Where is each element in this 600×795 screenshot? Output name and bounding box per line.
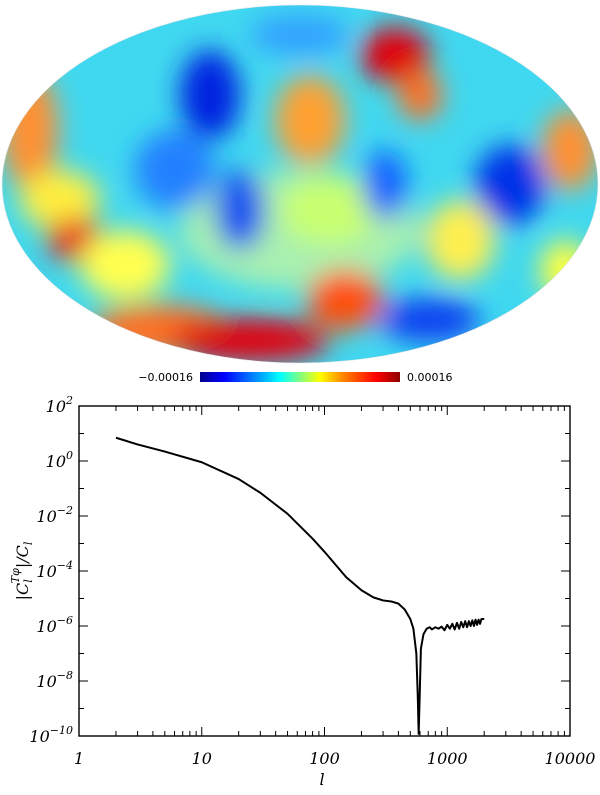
colorbar-max-label: 0.00016 (407, 371, 453, 384)
series-line (115, 436, 485, 735)
map-outline (1, 4, 599, 364)
colorbar-gradient (200, 372, 400, 382)
plot-frame (78, 405, 571, 737)
y-axis-ticks (79, 405, 570, 737)
y-axis-tick-labels: 10−10 10−8 10−6 10−4 10−2 100 102 (29, 394, 73, 746)
svg-text:|ClTφ|/Cl: |ClTφ|/Cl (9, 541, 35, 600)
x-axis-ticks (78, 406, 565, 736)
plot-panel: 1 10 100 1000 10000 10−10 10−8 10−6 10−4 10−2 100… (9, 394, 595, 789)
y-tick-label: 10−8 (36, 669, 73, 691)
y-tick-label: 10−2 (36, 504, 73, 526)
y-tick-label: 10−10 (29, 724, 73, 746)
x-tick-label: 10 (192, 749, 212, 768)
y-axis-label: |ClTφ|/Cl (9, 541, 35, 600)
y-tick-label: 102 (46, 394, 73, 416)
x-tick-label: 1000 (427, 749, 468, 768)
x-tick-label: 10000 (545, 749, 596, 768)
colorbar: −0.00016 0.00016 (138, 371, 452, 384)
mollweide-map (1, 4, 599, 364)
x-axis-tick-labels: 1 10 100 1000 10000 (74, 749, 596, 768)
y-tick-label: 10−6 (36, 614, 73, 636)
colorbar-min-label: −0.00016 (138, 371, 193, 384)
y-tick-label: 10−4 (36, 559, 73, 581)
x-tick-label: 100 (309, 749, 340, 768)
x-axis-label: l (319, 770, 324, 789)
x-tick-label: 1 (74, 749, 84, 768)
y-tick-label: 100 (46, 449, 73, 471)
